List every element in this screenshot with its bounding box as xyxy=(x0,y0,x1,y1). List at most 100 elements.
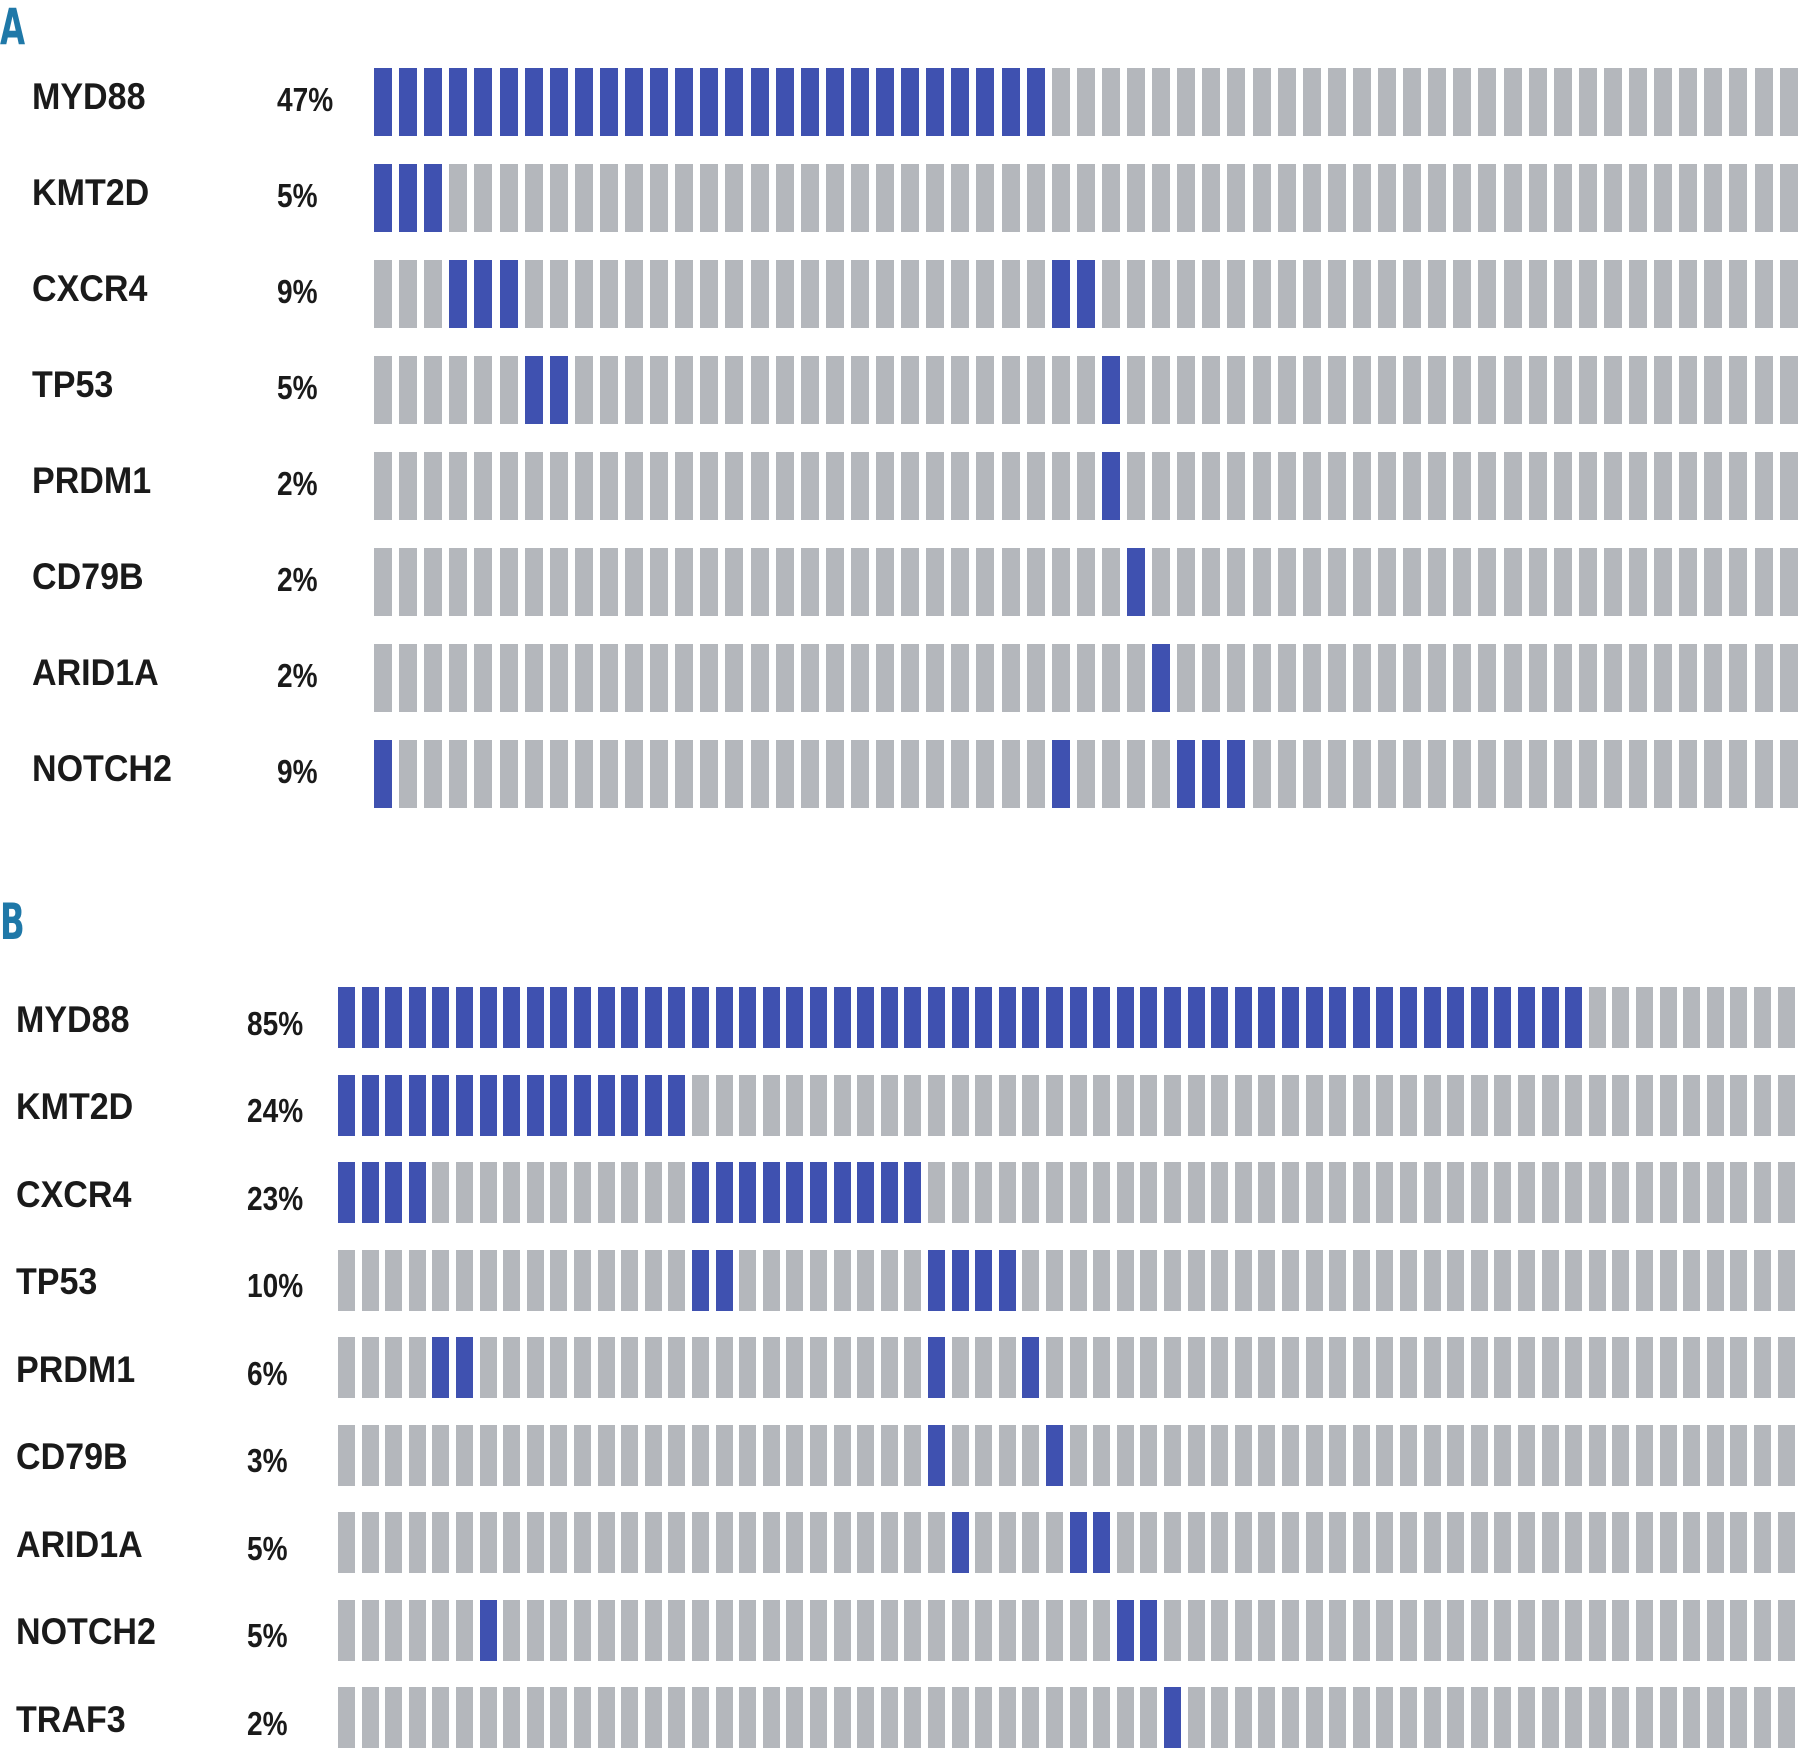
mutated-cell xyxy=(361,987,379,1048)
wildtype-cell xyxy=(1447,1337,1465,1398)
wildtype-cell xyxy=(1329,1074,1347,1136)
wildtype-cell xyxy=(700,260,719,328)
gene-label-notch2: NOTCH2 xyxy=(32,748,172,789)
wildtype-cell xyxy=(739,1337,757,1398)
wildtype-cell xyxy=(1423,1512,1441,1573)
wildtype-cell xyxy=(1654,356,1673,424)
gene-label-prdm1: PRDM1 xyxy=(16,1348,136,1390)
wildtype-cell xyxy=(1659,1512,1677,1573)
wildtype-cell xyxy=(1227,356,1246,424)
wildtype-cell xyxy=(1578,68,1597,136)
wildtype-cell xyxy=(1164,1074,1181,1136)
wildtype-cell xyxy=(1518,1162,1535,1223)
wildtype-cell xyxy=(1777,1512,1795,1573)
wildtype-cell xyxy=(1202,68,1221,136)
wildtype-cell xyxy=(1754,548,1773,616)
wildtype-cell xyxy=(1470,1424,1488,1486)
mutated-cell xyxy=(385,1162,403,1223)
wildtype-cell xyxy=(1164,1599,1181,1661)
mutated-cell xyxy=(1234,987,1252,1048)
wildtype-cell xyxy=(574,356,593,424)
wildtype-cell xyxy=(1076,356,1095,424)
wildtype-cell xyxy=(1729,164,1748,232)
wildtype-cell xyxy=(1478,644,1497,712)
mutated-cell xyxy=(432,1074,450,1136)
wildtype-cell xyxy=(1636,1337,1653,1398)
wildtype-cell xyxy=(692,1424,709,1486)
mutated-cell xyxy=(1127,548,1145,616)
wildtype-cell xyxy=(857,1337,875,1398)
mutated-cell xyxy=(650,68,669,136)
wildtype-cell xyxy=(1754,1599,1771,1661)
wildtype-cell xyxy=(951,1162,969,1223)
wildtype-cell xyxy=(621,1687,639,1748)
wildtype-cell xyxy=(1528,452,1547,520)
wildtype-cell xyxy=(715,1337,733,1398)
wildtype-cell xyxy=(432,1424,450,1486)
wildtype-cell xyxy=(385,1599,403,1661)
wildtype-cell xyxy=(1352,740,1371,808)
wildtype-cell xyxy=(1730,987,1748,1048)
wildtype-cell xyxy=(1470,1074,1488,1136)
mutated-cell xyxy=(549,68,568,136)
wildtype-cell xyxy=(1258,1162,1276,1223)
wildtype-cell xyxy=(599,164,618,232)
wildtype-cell xyxy=(850,740,869,808)
percent-label-prdm1: 2% xyxy=(277,465,318,502)
mutated-cell xyxy=(1140,987,1158,1048)
wildtype-cell xyxy=(432,1249,450,1311)
mutated-cell xyxy=(574,1074,591,1136)
wildtype-cell xyxy=(1227,644,1246,712)
gene-label-kmt2d: KMT2D xyxy=(16,1086,134,1127)
wildtype-cell xyxy=(1777,1162,1795,1223)
wildtype-cell xyxy=(1329,1512,1347,1573)
wildtype-cell xyxy=(1252,644,1271,712)
wildtype-cell xyxy=(1234,1162,1252,1223)
mutated-cell xyxy=(904,987,922,1048)
wildtype-cell xyxy=(1376,1424,1394,1486)
wildtype-cell xyxy=(550,1337,568,1398)
wildtype-cell xyxy=(1305,1687,1323,1748)
wildtype-cell xyxy=(904,1074,922,1136)
wildtype-cell xyxy=(650,548,669,616)
wildtype-cell xyxy=(786,1687,804,1748)
wildtype-cell xyxy=(1578,452,1597,520)
wildtype-cell xyxy=(1730,1599,1748,1661)
mutated-cell xyxy=(786,987,804,1048)
wildtype-cell xyxy=(833,1249,851,1311)
wildtype-cell xyxy=(1352,1074,1370,1136)
wildtype-cell xyxy=(725,452,744,520)
wildtype-cell xyxy=(1116,1512,1134,1573)
wildtype-cell xyxy=(1258,1599,1276,1661)
wildtype-cell xyxy=(880,1074,898,1136)
wildtype-cell xyxy=(1636,1424,1653,1486)
wildtype-cell xyxy=(975,1337,993,1398)
wildtype-cell xyxy=(432,1599,450,1661)
wildtype-cell xyxy=(1704,548,1723,616)
wildtype-cell xyxy=(1400,1249,1417,1311)
wildtype-cell xyxy=(1001,164,1020,232)
percent-label-traf3: 2% xyxy=(247,1704,288,1742)
wildtype-cell xyxy=(424,356,443,424)
wildtype-cell xyxy=(850,452,869,520)
wildtype-cell xyxy=(1327,548,1346,616)
wildtype-cell xyxy=(1447,1162,1465,1223)
wildtype-cell xyxy=(1754,164,1773,232)
mutated-cell xyxy=(374,68,392,136)
wildtype-cell xyxy=(549,740,568,808)
wildtype-cell xyxy=(1327,644,1346,712)
wildtype-cell xyxy=(1553,164,1572,232)
wildtype-cell xyxy=(1329,1162,1347,1223)
wildtype-cell xyxy=(650,644,669,712)
wildtype-cell xyxy=(1683,1599,1701,1661)
wildtype-cell xyxy=(675,644,694,712)
wildtype-cell xyxy=(621,1599,639,1661)
wildtype-cell xyxy=(926,740,945,808)
wildtype-cell xyxy=(526,1687,544,1748)
wildtype-cell xyxy=(1376,1074,1394,1136)
wildtype-cell xyxy=(1140,1512,1158,1573)
wildtype-cell xyxy=(1177,644,1196,712)
wildtype-cell xyxy=(1352,452,1371,520)
mutated-cell xyxy=(833,987,851,1048)
wildtype-cell xyxy=(976,260,995,328)
